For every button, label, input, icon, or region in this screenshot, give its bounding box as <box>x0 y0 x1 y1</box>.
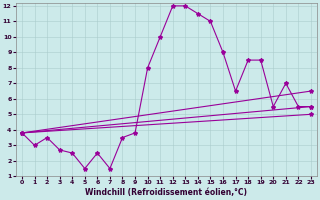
X-axis label: Windchill (Refroidissement éolien,°C): Windchill (Refroidissement éolien,°C) <box>85 188 247 197</box>
